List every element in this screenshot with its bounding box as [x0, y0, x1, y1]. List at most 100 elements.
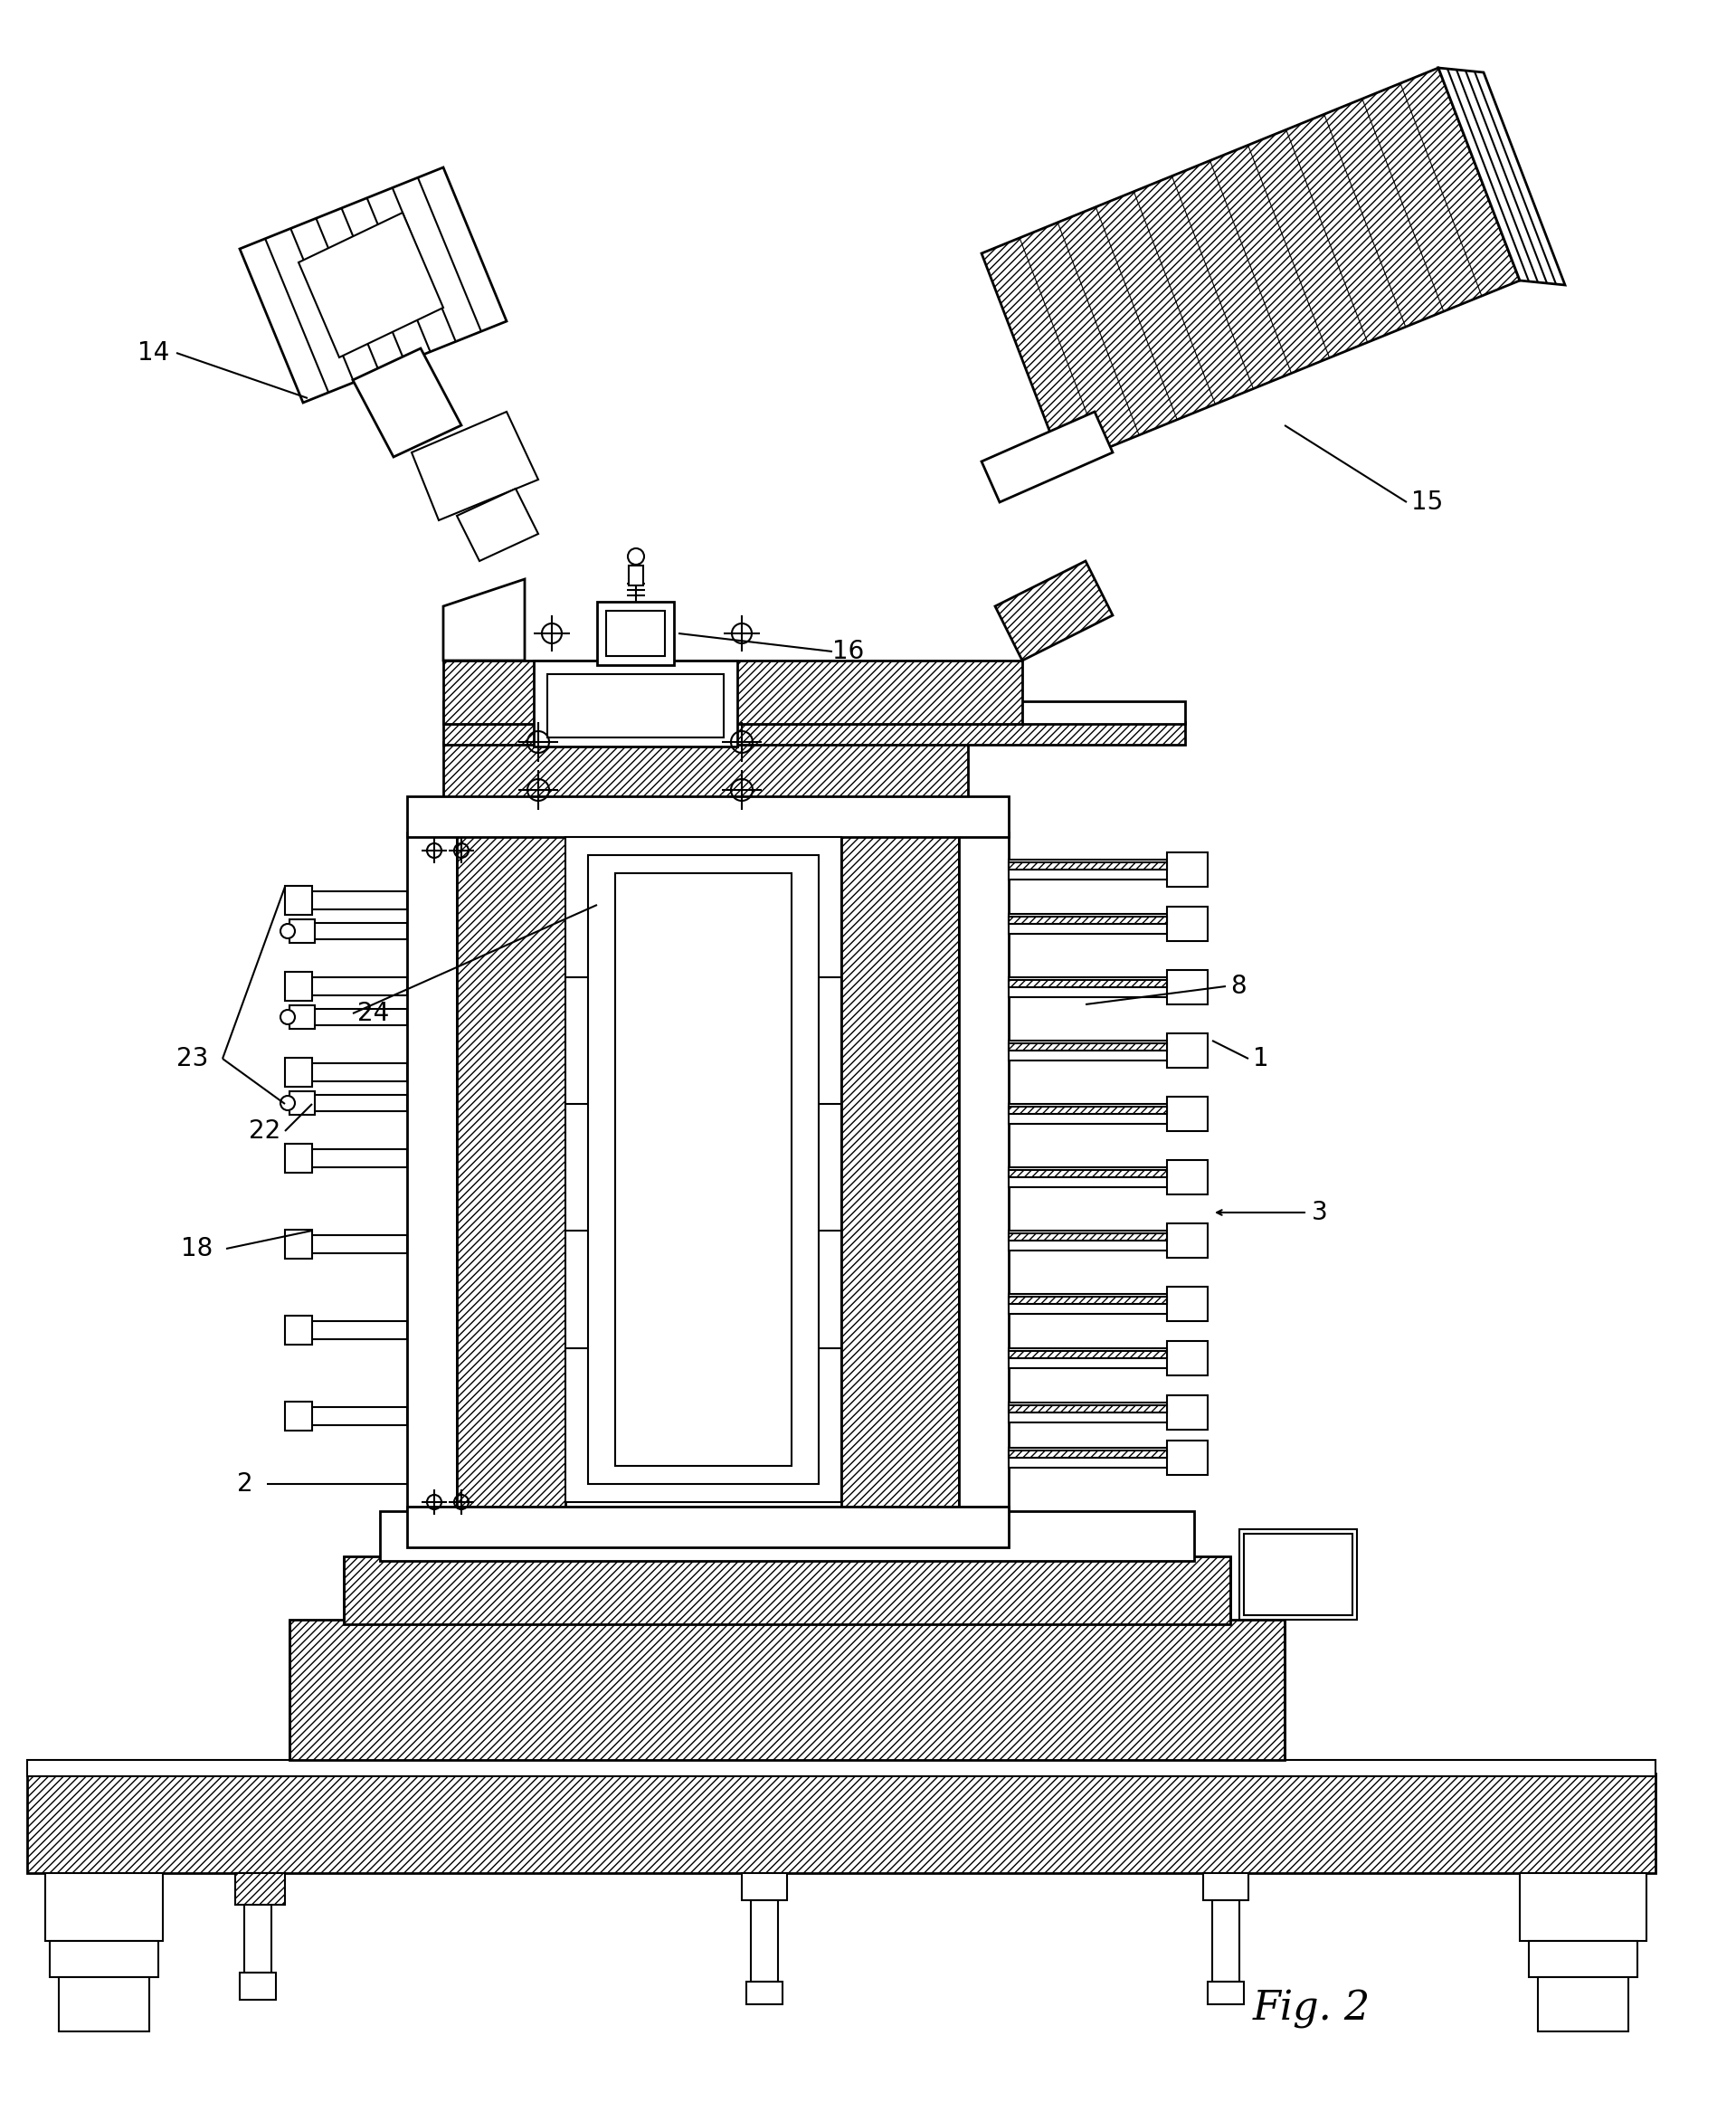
Bar: [285, 1143, 312, 1173]
Bar: [285, 1402, 312, 1430]
Bar: [1009, 1171, 1167, 1177]
Bar: [290, 918, 314, 944]
Bar: [457, 831, 566, 1510]
Bar: [1009, 1451, 1167, 1457]
Bar: [290, 1092, 314, 1116]
Bar: [1009, 859, 1172, 880]
Text: 2: 2: [238, 1472, 253, 1497]
Polygon shape: [981, 411, 1113, 503]
Bar: [406, 831, 457, 1510]
Bar: [344, 1557, 1231, 1625]
Polygon shape: [981, 68, 1519, 467]
Text: 14: 14: [137, 339, 170, 365]
Polygon shape: [240, 168, 507, 403]
Bar: [842, 831, 958, 1510]
Bar: [406, 1506, 1009, 1548]
Bar: [290, 1620, 1285, 1760]
Bar: [380, 1510, 1194, 1561]
Bar: [597, 602, 674, 666]
Circle shape: [281, 1010, 295, 1024]
Bar: [1009, 1103, 1172, 1124]
Bar: [285, 1230, 312, 1258]
Bar: [1167, 1340, 1208, 1374]
Bar: [285, 1058, 312, 1086]
Bar: [1009, 916, 1167, 925]
Bar: [312, 923, 406, 940]
Bar: [443, 742, 969, 802]
Bar: [752, 1900, 778, 1981]
Bar: [746, 1981, 783, 2004]
Bar: [533, 660, 738, 747]
Bar: [1009, 1294, 1172, 1313]
Bar: [606, 611, 665, 655]
Bar: [1009, 980, 1167, 986]
Bar: [1009, 1351, 1167, 1357]
Bar: [1208, 1981, 1245, 2004]
Polygon shape: [995, 562, 1113, 660]
Bar: [443, 721, 1186, 744]
Bar: [1009, 914, 1172, 933]
Text: 16: 16: [832, 638, 865, 664]
Bar: [1245, 1533, 1352, 1616]
Bar: [285, 1315, 312, 1345]
Bar: [307, 1150, 406, 1167]
Bar: [307, 978, 406, 995]
Bar: [240, 1973, 276, 2000]
Bar: [285, 971, 312, 1001]
Circle shape: [628, 549, 644, 564]
Bar: [285, 887, 312, 914]
Bar: [406, 795, 1009, 838]
Text: 8: 8: [1231, 974, 1246, 999]
Bar: [1167, 906, 1208, 942]
Bar: [628, 566, 644, 585]
Bar: [307, 1406, 406, 1425]
Bar: [1167, 1396, 1208, 1430]
Bar: [307, 1321, 406, 1338]
Bar: [1009, 1041, 1172, 1060]
Bar: [307, 1234, 406, 1254]
Polygon shape: [457, 488, 538, 562]
Bar: [28, 1760, 1656, 1775]
Bar: [45, 1873, 163, 1941]
Bar: [1167, 1033, 1208, 1067]
Bar: [1203, 1873, 1248, 1900]
Bar: [1009, 1044, 1167, 1050]
Bar: [1009, 1230, 1172, 1251]
Polygon shape: [1439, 68, 1566, 284]
Bar: [1538, 1977, 1628, 2032]
Bar: [547, 674, 724, 738]
Text: 22: 22: [248, 1118, 281, 1143]
Bar: [1009, 1296, 1167, 1304]
Bar: [589, 855, 819, 1485]
Bar: [234, 1873, 281, 1900]
Circle shape: [281, 925, 295, 937]
Text: 23: 23: [175, 1046, 208, 1071]
Bar: [443, 702, 1186, 723]
Bar: [1009, 978, 1172, 997]
Bar: [566, 838, 842, 1502]
Bar: [1167, 853, 1208, 887]
Bar: [1167, 1440, 1208, 1474]
Text: 1: 1: [1253, 1046, 1269, 1071]
Bar: [958, 831, 1009, 1510]
Bar: [1167, 1097, 1208, 1130]
Polygon shape: [443, 579, 524, 660]
Bar: [312, 1010, 406, 1024]
Polygon shape: [299, 212, 443, 358]
Bar: [1009, 1406, 1167, 1413]
Polygon shape: [443, 660, 1023, 723]
Bar: [312, 1094, 406, 1111]
Bar: [307, 1063, 406, 1082]
Bar: [245, 1900, 271, 1973]
Bar: [1167, 1287, 1208, 1321]
Bar: [1009, 1349, 1172, 1368]
Bar: [234, 1873, 285, 1905]
Text: 24: 24: [358, 1001, 389, 1027]
Bar: [1009, 1167, 1172, 1188]
Bar: [1167, 969, 1208, 1005]
Bar: [50, 1941, 158, 1977]
Text: 3: 3: [1312, 1200, 1328, 1226]
Polygon shape: [352, 348, 462, 456]
Text: 15: 15: [1411, 490, 1443, 515]
Polygon shape: [411, 411, 538, 520]
